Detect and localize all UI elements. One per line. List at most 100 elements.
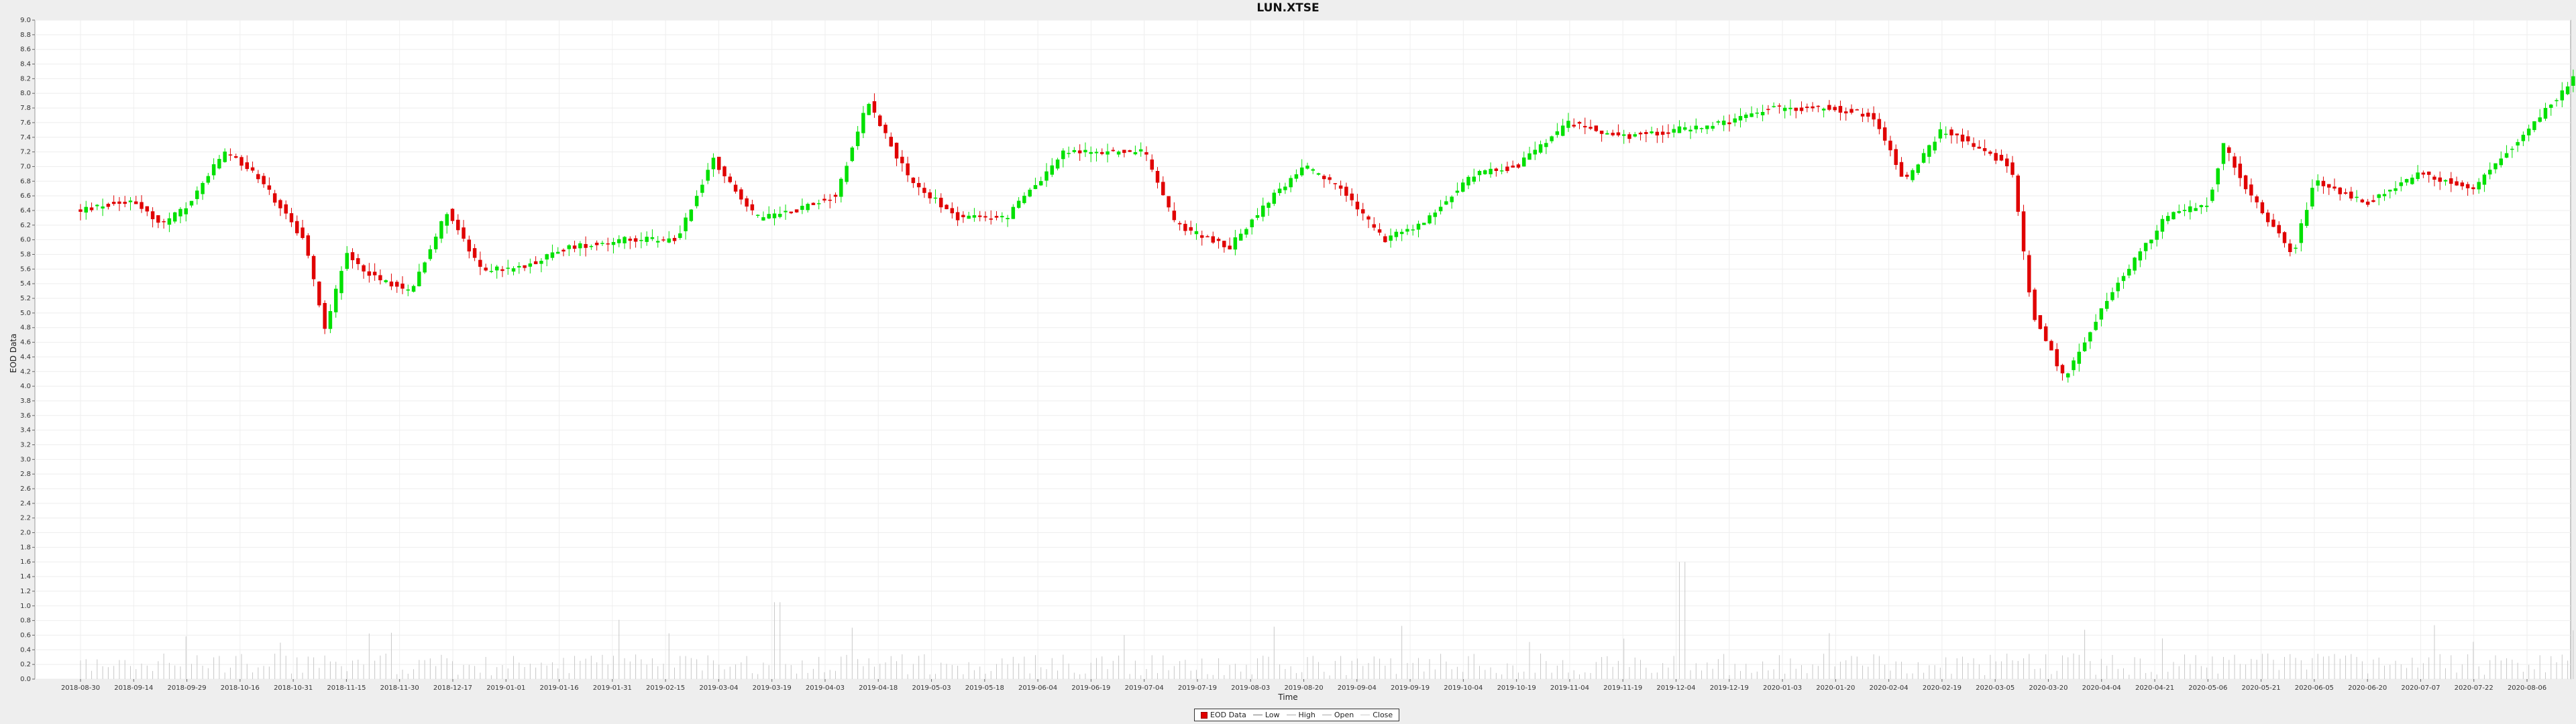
candle-body [517, 265, 521, 267]
candle-body [423, 262, 427, 273]
candle-body [2055, 349, 2059, 367]
candle-body [2255, 196, 2259, 202]
candle-body [511, 268, 516, 272]
candle-body [1450, 196, 1454, 202]
x-tick-label: 2019-01-16 [539, 684, 578, 692]
candle-body [2477, 182, 2481, 190]
candle-body [1038, 181, 1043, 186]
candle-body [722, 166, 727, 176]
y-tick-label: 8.6 [20, 46, 31, 54]
candle-body [367, 271, 372, 276]
x-tick-label: 2020-01-03 [1763, 684, 1802, 692]
legend-item-open: Open [1322, 711, 1354, 719]
candle-body [550, 252, 555, 258]
candle-body [661, 239, 665, 241]
y-tick-label: 3.8 [20, 398, 31, 405]
candle-body [2110, 292, 2114, 300]
candle-body [1877, 119, 1882, 129]
candle-body [2438, 177, 2442, 182]
y-tick-label: 0.2 [20, 661, 31, 668]
candle-body [2094, 322, 2098, 330]
x-tick-label: 2019-01-31 [593, 684, 632, 692]
y-tick-label: 8.2 [20, 75, 31, 82]
candle-body [1050, 165, 1055, 175]
y-tick-label: 0.0 [20, 676, 31, 683]
candle-body [2294, 247, 2298, 249]
candle-body [2304, 210, 2309, 226]
candle-body [1089, 152, 1093, 154]
candle-body [1150, 159, 1154, 170]
legend-label-low: Low [1265, 711, 1280, 719]
candle-body [150, 211, 155, 219]
candle-body [584, 244, 588, 248]
candle-body [1849, 109, 1854, 113]
candle-body [1672, 129, 1676, 133]
candle-body [2377, 194, 2381, 198]
candle-body [1872, 113, 1876, 120]
candle-body [1144, 152, 1148, 155]
candle-body [1433, 213, 1438, 217]
candle-body [572, 245, 577, 249]
candle-body [1560, 125, 1565, 136]
candle-body [95, 204, 99, 206]
legend-label-open: Open [1334, 711, 1354, 719]
candle-body [178, 208, 182, 217]
candle-body [1882, 127, 1887, 141]
candle-body [2060, 365, 2065, 373]
candle-body [217, 159, 221, 169]
x-tick-label: 2019-12-19 [1710, 684, 1749, 692]
candle-body [1016, 200, 1021, 208]
x-tick-label: 2019-06-19 [1071, 684, 1110, 692]
candle-body [767, 214, 771, 219]
candle-body [1311, 169, 1315, 171]
candle-body [2043, 326, 2048, 341]
candle-body [1466, 176, 1470, 186]
candle-body [1916, 164, 1921, 173]
candle-body [1006, 218, 1010, 219]
candle-body [2127, 269, 2131, 276]
candle-body [339, 271, 343, 294]
candle-body [922, 188, 926, 193]
candle-body [1333, 183, 1338, 184]
x-tick-label: 2020-04-21 [2135, 684, 2174, 692]
candle-body [1061, 150, 1065, 160]
candle-body [84, 206, 89, 213]
candle-body [1966, 136, 1970, 141]
candle-body [1044, 171, 1049, 181]
y-tick-label: 9.0 [20, 17, 31, 24]
candle-body [2233, 156, 2237, 168]
candle-body [156, 215, 160, 223]
candle-body [2349, 191, 2353, 199]
candle-body [1383, 236, 1387, 243]
candle-body [317, 282, 321, 306]
candle-body [1255, 215, 1260, 218]
candle-body [650, 237, 655, 239]
candle-body [333, 288, 338, 312]
candle-body [1960, 134, 1965, 142]
candle-body [362, 265, 366, 272]
candle-body [645, 237, 649, 242]
candle-body [633, 238, 638, 242]
candle-body [900, 156, 904, 164]
candle-body [350, 252, 355, 261]
candle-body [2482, 174, 2487, 185]
y-tick-label: 0.8 [20, 617, 31, 625]
y-tick-label: 6.6 [20, 192, 31, 200]
x-tick-label: 2019-06-04 [1018, 684, 1057, 692]
candle-body [2316, 180, 2320, 186]
legend-label-high: High [1298, 711, 1316, 719]
x-axis-ticks: 2018-08-30 2018-09-14 2018-09-29 2018-10-16… [61, 679, 2546, 692]
candle-body [189, 200, 194, 206]
x-tick-label: 2019-08-03 [1231, 684, 1270, 692]
candle-body [1155, 171, 1160, 183]
candle-body [2532, 121, 2536, 130]
candle-body [1838, 106, 1843, 113]
candle-body [472, 248, 477, 258]
candle-body [2571, 76, 2575, 86]
candle-body [1533, 149, 1538, 155]
candle-body [256, 174, 260, 180]
candle-body [639, 240, 643, 241]
candle-body [1577, 121, 1582, 124]
candle-body [2243, 175, 2248, 190]
